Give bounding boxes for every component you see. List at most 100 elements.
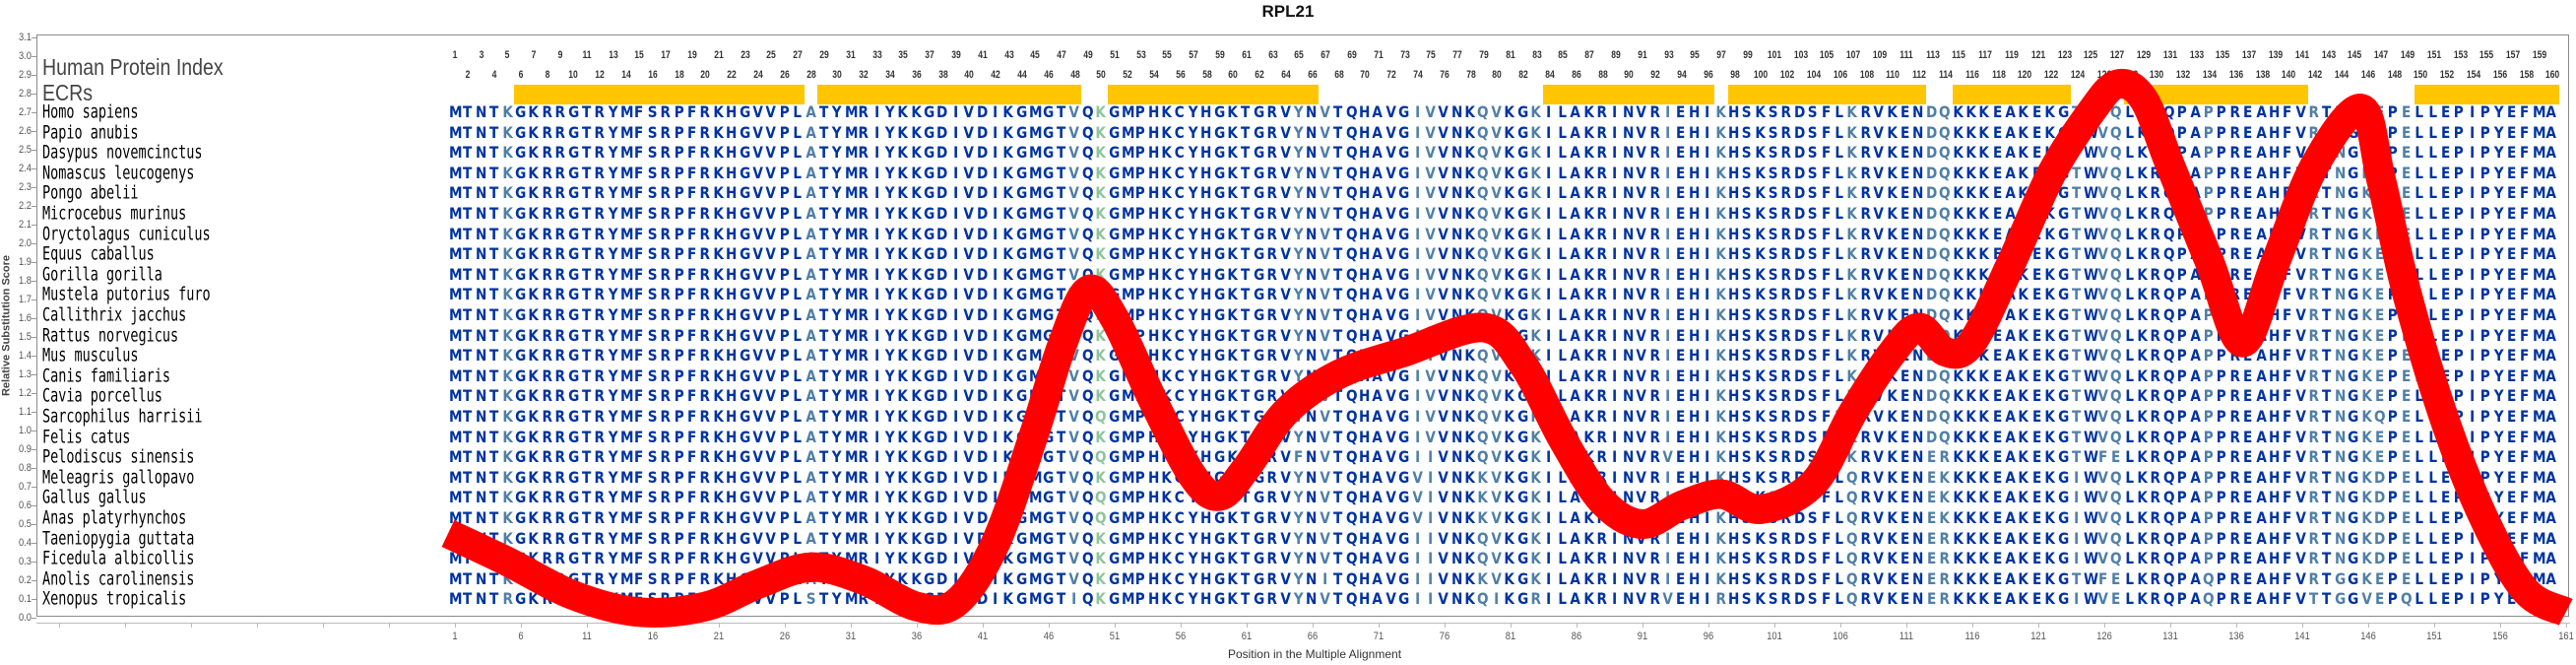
residue: N	[476, 569, 486, 589]
residue: S	[1807, 346, 1818, 366]
residue: T	[462, 549, 473, 568]
protein-index-number: 99	[1739, 49, 1758, 62]
residue: G	[2058, 164, 2069, 183]
residue: T	[2071, 102, 2082, 122]
residue: F	[2282, 123, 2292, 143]
residue: E	[2440, 244, 2451, 264]
residue: M	[845, 428, 859, 447]
residue: F	[1821, 143, 1832, 163]
residue: V	[1491, 326, 1502, 346]
residue: E	[2440, 488, 2451, 507]
residue: K	[1755, 468, 1766, 488]
residue: E	[2506, 549, 2517, 568]
residue: G	[1016, 428, 1027, 447]
residue: N	[1912, 529, 1923, 549]
residue: M	[1122, 285, 1135, 304]
residue: G	[1254, 346, 1264, 366]
residue: S	[647, 488, 658, 507]
residue: I	[1662, 183, 1673, 203]
residue: T	[1332, 204, 1343, 224]
residue: R	[660, 305, 671, 325]
residue: T	[2321, 468, 2332, 488]
residue: R	[1266, 346, 1277, 366]
residue: K	[1504, 468, 1515, 488]
residue: L	[2414, 508, 2424, 528]
residue: R	[1780, 428, 1791, 447]
residue: G	[1254, 529, 1264, 549]
residue: Y	[608, 244, 618, 264]
residue: H	[1728, 549, 1739, 568]
residue: M	[449, 366, 463, 386]
residue: I	[871, 204, 882, 224]
residue: K	[1002, 428, 1014, 447]
residue: H	[1728, 428, 1739, 447]
residue: K	[528, 265, 540, 285]
residue: N	[1912, 549, 1923, 568]
residue: K	[1978, 164, 1990, 183]
residue: G	[1016, 508, 1027, 528]
residue: H	[1148, 428, 1159, 447]
residue: R	[542, 407, 552, 427]
residue: R	[554, 488, 565, 507]
residue: G	[1398, 569, 1409, 589]
residue: E	[2440, 102, 2451, 122]
residue: V	[1320, 407, 1330, 427]
residue: P	[2387, 102, 2398, 122]
residue: V	[1068, 183, 1080, 203]
residue: P	[2387, 204, 2398, 224]
residue: N	[2335, 204, 2346, 224]
residue: H	[1148, 488, 1159, 507]
residue: R	[660, 428, 671, 447]
residue: H	[1359, 529, 1370, 549]
residue: T	[2308, 589, 2319, 609]
residue: N	[2335, 143, 2346, 163]
residue: T	[462, 204, 473, 224]
residue: K	[1095, 346, 1107, 366]
residue: P	[2176, 285, 2187, 304]
residue: K	[1583, 244, 1594, 264]
residue: F	[2282, 589, 2292, 609]
residue: Q	[2110, 428, 2122, 447]
residue: V	[2295, 244, 2306, 264]
residue: P	[674, 265, 684, 285]
residue: M	[1029, 326, 1043, 346]
protein-index-number: 31	[841, 49, 860, 62]
residue: R	[858, 366, 869, 386]
residue: E	[2440, 569, 2451, 589]
residue: K	[1715, 488, 1726, 507]
x-tick-mark	[916, 623, 918, 628]
residue: T	[462, 508, 473, 528]
x-tick-mark	[2367, 623, 2369, 628]
residue: E	[2031, 569, 2042, 589]
residue: R	[502, 589, 513, 609]
residue: K	[1939, 508, 1951, 528]
residue: Y	[1293, 468, 1304, 488]
residue: Y	[608, 346, 618, 366]
residue: E	[2242, 204, 2253, 224]
residue: R	[1266, 366, 1277, 386]
residue: K	[1504, 549, 1515, 568]
residue: I	[1702, 102, 1712, 122]
residue: Y	[1293, 346, 1304, 366]
residue: S	[1741, 529, 1752, 549]
y-tick-mark	[32, 599, 36, 600]
residue: Q	[1346, 529, 1358, 549]
residue: R	[594, 407, 605, 427]
protein-index-number: 30	[828, 69, 847, 82]
residue: P	[2453, 285, 2464, 304]
residue: V	[752, 488, 763, 507]
residue: Y	[884, 204, 895, 224]
residue: E	[1675, 285, 1686, 304]
residue: P	[2479, 346, 2490, 366]
residue: H	[726, 123, 737, 143]
residue: K	[1161, 508, 1173, 528]
residue: E	[2374, 183, 2385, 203]
residue: G	[1517, 508, 1528, 528]
residue: I	[1412, 285, 1423, 304]
residue: E	[1675, 265, 1686, 285]
residue: Y	[884, 346, 895, 366]
residue: T	[581, 204, 592, 224]
residue: T	[2321, 589, 2332, 609]
residue: M	[2533, 265, 2546, 285]
residue: M	[1122, 183, 1135, 203]
